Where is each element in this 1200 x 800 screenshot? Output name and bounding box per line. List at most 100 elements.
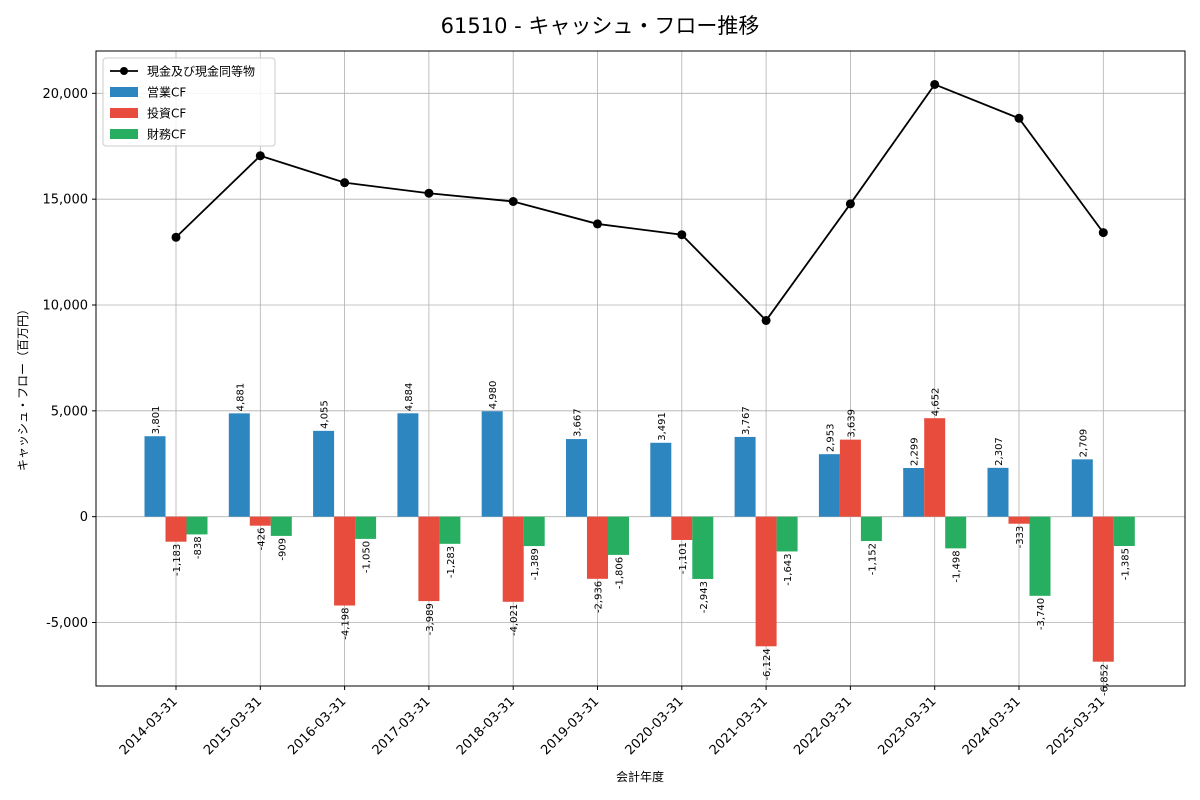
legend-bar-swatch	[110, 129, 138, 139]
bar-value-label: -3,740	[1036, 598, 1047, 630]
cash-point	[845, 199, 855, 209]
bar-value-label: 4,980	[488, 381, 499, 410]
bar	[144, 436, 166, 517]
bar-value-label: -1,643	[783, 553, 794, 585]
bar-value-label: 2,953	[825, 424, 836, 453]
bar-value-label: -909	[277, 538, 288, 561]
legend-box	[102, 57, 276, 147]
x-tick-label: 2019-03-31	[538, 694, 602, 758]
bar-value-label: 4,652	[931, 388, 942, 417]
x-tick-label: 2022-03-31	[791, 694, 855, 758]
bar-value-label: -6,124	[762, 648, 773, 680]
bar	[587, 516, 608, 579]
bar-value-label: -838	[193, 536, 204, 559]
bar	[186, 516, 208, 535]
bar-value-label: 2,307	[994, 437, 1005, 466]
bar-value-label: -1,283	[446, 546, 457, 578]
bar	[650, 442, 672, 517]
bar	[903, 468, 925, 517]
bar-value-label: 3,767	[741, 406, 752, 435]
bar-value-label: -333	[1015, 526, 1026, 549]
cash-point	[1014, 113, 1024, 123]
legend-bar-swatch	[110, 87, 138, 97]
bar-value-label: -1,385	[1120, 548, 1131, 580]
cash-point	[340, 178, 350, 188]
cash-point	[255, 151, 265, 161]
bar	[1008, 516, 1030, 524]
bar-value-label: 3,491	[657, 412, 668, 441]
bars-group	[144, 411, 1135, 662]
bar	[439, 516, 461, 544]
bar-value-label: -1,498	[952, 550, 963, 582]
bar	[418, 516, 440, 602]
cash-point	[593, 219, 602, 229]
bar	[313, 430, 335, 517]
cash-point	[171, 232, 181, 242]
data-labels-group: 3,801 4,881 4,055 4,884 4,980 3,667 3,491 3,767…	[151, 381, 1131, 696]
axes-group: -5,000 0 5,000 10,000 15,000 20,000 2014-03-31…	[43, 50, 1186, 758]
bar-value-label: -426	[256, 528, 267, 551]
cash-point	[930, 79, 940, 89]
legend-marker	[120, 67, 128, 75]
x-tick-label: 2021-03-31	[707, 694, 771, 758]
bar	[481, 411, 503, 517]
bar-value-label: -4,021	[509, 604, 520, 636]
cash-point	[1098, 228, 1108, 238]
y-tick-label: 10,000	[43, 299, 89, 314]
y-tick-label: 0	[80, 510, 88, 525]
plot-frame	[95, 50, 1186, 687]
cash-line	[175, 83, 1105, 322]
bar	[228, 413, 250, 517]
bar	[523, 516, 545, 547]
bar	[860, 516, 882, 542]
bar-value-label: -3,989	[425, 603, 436, 635]
cash-point	[508, 196, 518, 206]
bar	[755, 516, 777, 647]
bar	[734, 436, 756, 517]
x-tick-label: 2016-03-31	[285, 694, 349, 758]
y-axis-label: キャッシュ・フロー（百万円）	[16, 303, 30, 471]
bar-value-label: -1,101	[678, 542, 689, 574]
cash-line-group	[171, 79, 1108, 325]
bar	[818, 454, 840, 517]
legend-bar-swatch	[110, 108, 138, 118]
bar-value-label: 3,639	[846, 409, 857, 438]
x-tick-label: 2015-03-31	[201, 694, 265, 758]
bar-value-label: -2,936	[594, 581, 605, 613]
bar	[566, 439, 587, 517]
x-tick-label: 2020-03-31	[623, 694, 687, 758]
bar-value-label: 2,299	[910, 437, 921, 466]
bar	[1092, 516, 1114, 662]
bar	[776, 516, 798, 552]
bar-value-label: 3,667	[573, 408, 584, 437]
bar-value-label: 3,801	[151, 406, 162, 435]
bar-value-label: -6,852	[1099, 664, 1110, 696]
bar	[165, 516, 187, 542]
bar-value-label: -1,152	[867, 543, 878, 575]
bar	[839, 439, 861, 517]
y-tick-label: 15,000	[43, 193, 89, 208]
bar	[397, 413, 419, 517]
bar	[945, 516, 967, 549]
bar-value-label: -1,183	[172, 544, 183, 576]
x-tick-label: 2018-03-31	[454, 694, 518, 758]
chart-title: 61510 - キャッシュ・フロー推移	[441, 14, 760, 38]
cash-point	[677, 230, 687, 240]
bar-value-label: 4,884	[404, 383, 415, 412]
bar	[987, 467, 1009, 517]
legend-label: 財務CF	[147, 127, 186, 142]
bar	[1113, 516, 1135, 546]
x-tick-label: 2017-03-31	[370, 694, 434, 758]
bar	[249, 516, 271, 526]
x-axis-label: 会計年度	[616, 769, 664, 784]
bar	[1029, 516, 1051, 596]
legend-label: 営業CF	[147, 86, 186, 100]
bar-value-label: 4,881	[235, 383, 246, 412]
bar	[270, 516, 292, 536]
bar-value-label: -2,943	[699, 581, 710, 613]
bar-value-label: 4,055	[320, 400, 331, 429]
bar	[355, 516, 377, 539]
bar-value-label: -1,050	[362, 541, 373, 573]
